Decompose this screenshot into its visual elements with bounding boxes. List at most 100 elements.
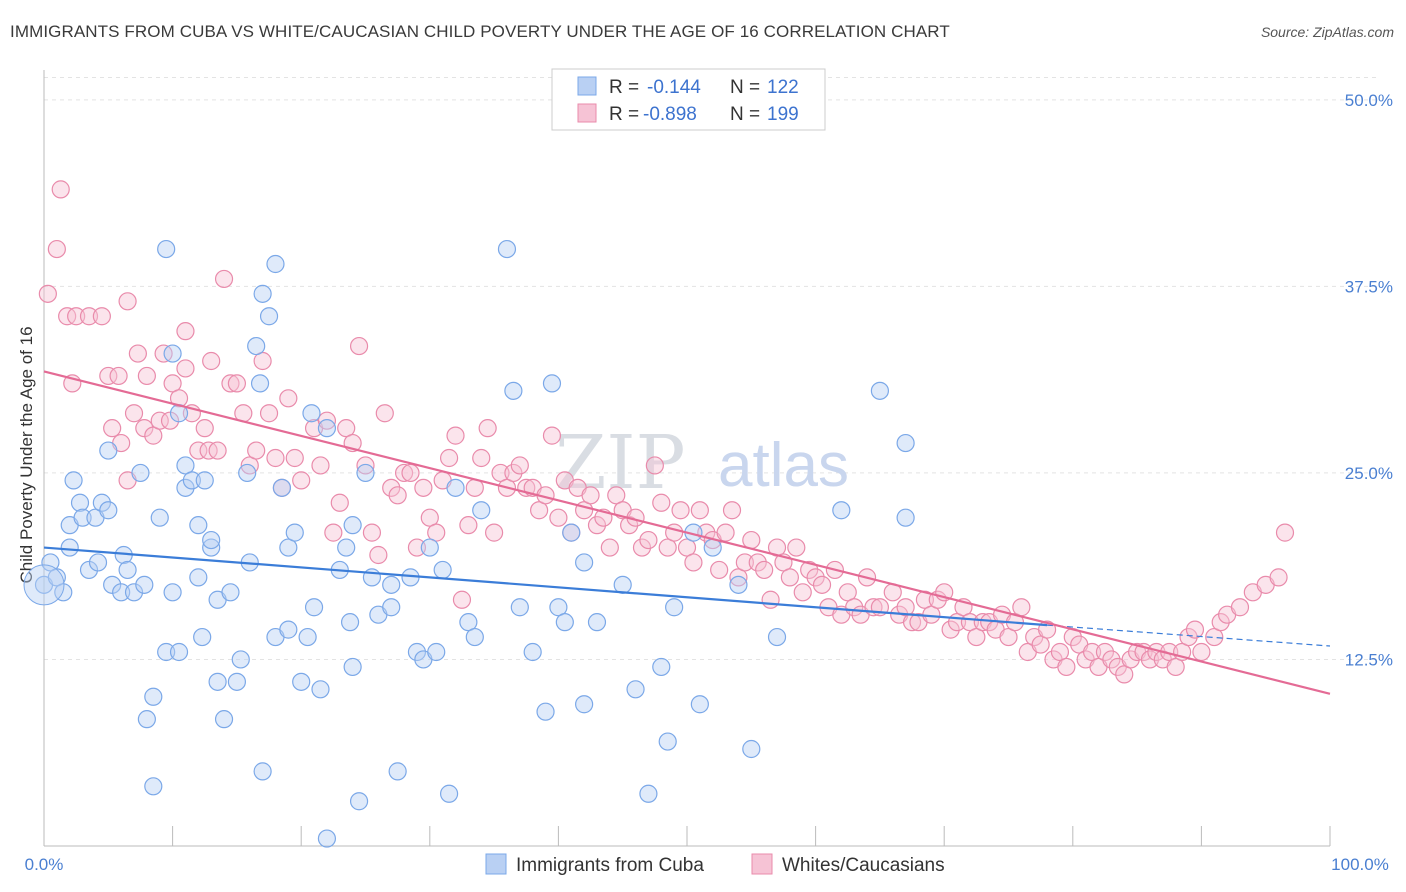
whites-point <box>1192 642 1211 662</box>
whites-point <box>92 307 111 326</box>
whites-point <box>362 523 382 542</box>
whites-point <box>639 530 658 550</box>
cuba-point <box>231 650 250 669</box>
cuba-point <box>144 777 163 796</box>
whites-point <box>401 463 420 483</box>
x-tick-label-min: 0.0% <box>25 855 64 874</box>
whites-point <box>51 180 70 199</box>
y-tick-label: 37.5% <box>1345 277 1393 296</box>
whites-point <box>645 456 664 475</box>
whites-point <box>47 239 66 259</box>
whites-point <box>38 284 57 303</box>
cuba-point <box>195 471 214 490</box>
cuba-point <box>767 627 787 647</box>
whites-point <box>1012 598 1031 617</box>
cuba-point <box>202 538 221 557</box>
whites-point <box>349 336 369 356</box>
cuba-point <box>189 516 208 535</box>
cuba-point <box>665 598 684 617</box>
cuba-point <box>221 583 240 602</box>
y-tick-label: 25.0% <box>1345 464 1393 483</box>
whites-point <box>1102 650 1121 669</box>
whites-point <box>1185 620 1205 639</box>
whites-point <box>1275 523 1295 542</box>
cuba-point <box>157 642 176 662</box>
whites-point <box>812 575 832 594</box>
x-tick-label-max: 100.0% <box>1331 855 1389 874</box>
whites-point <box>652 493 671 512</box>
whites-point <box>1179 627 1198 647</box>
legend-box: R = -0.144 N = 122 R = -0.898 N = 199 <box>551 68 826 131</box>
whites-point <box>369 545 388 565</box>
y-tick-labels: 12.5% 25.0% 37.5% 50.0% <box>1345 91 1393 670</box>
whites-point <box>394 463 414 483</box>
cuba-point <box>472 501 491 520</box>
cuba-point <box>575 553 594 572</box>
whites-point <box>375 404 394 423</box>
whites-point <box>124 404 144 423</box>
whites-point <box>748 553 767 572</box>
whites-point <box>118 292 137 311</box>
whites-point <box>189 441 208 460</box>
whites-point <box>1269 568 1288 587</box>
cuba-point <box>285 523 304 542</box>
cuba-point <box>870 381 890 400</box>
whites-point <box>722 501 742 520</box>
cuba-point <box>144 687 163 706</box>
cuba-trend-line-extension <box>1047 624 1331 647</box>
cuba-point <box>208 672 227 691</box>
whites-point <box>1211 613 1230 632</box>
cuba-point <box>504 381 523 400</box>
bottom-legend-swatch-whites <box>751 853 773 875</box>
cuba-point <box>510 598 529 617</box>
cuba-point <box>446 478 465 497</box>
y-tick-label: 12.5% <box>1345 650 1393 669</box>
whites-point <box>311 456 330 475</box>
cuba-point <box>259 307 279 326</box>
whites-point <box>292 471 311 490</box>
cuba-point <box>202 530 221 550</box>
cuba-point <box>92 493 111 512</box>
legend-r-label-cuba: R = <box>609 77 639 98</box>
source-credit: Source: ZipAtlas.com <box>1260 24 1394 40</box>
cuba-point <box>729 575 748 594</box>
cuba-point <box>60 538 79 557</box>
cuba-point <box>420 538 439 557</box>
x-ticks <box>43 826 1331 846</box>
cuba-point <box>99 501 118 520</box>
whites-point <box>414 478 433 497</box>
whites-point <box>671 501 690 520</box>
bottom-legend-label-cuba: Immigrants from Cuba <box>516 855 704 876</box>
legend-n-value-whites: 199 <box>767 104 799 125</box>
cuba-point <box>54 583 73 602</box>
whites-point <box>941 620 960 639</box>
cuba-point <box>302 404 321 423</box>
cuba-point <box>70 493 90 512</box>
whites-point <box>137 366 156 386</box>
cuba-point-large <box>23 564 65 606</box>
legend-frame <box>551 68 826 131</box>
whites-point <box>549 508 568 527</box>
whites-point <box>247 441 266 460</box>
cuba-point <box>555 613 574 632</box>
cuba-point <box>250 374 270 393</box>
cuba-point <box>247 336 266 356</box>
cuba-point <box>343 516 362 535</box>
legend-r-label-whites: R = <box>609 104 639 125</box>
cuba-point <box>832 501 851 520</box>
whites-point <box>214 269 234 289</box>
cuba-point <box>497 239 517 259</box>
cuba-point <box>292 672 311 691</box>
whites-point <box>128 344 147 363</box>
whites-point <box>446 426 465 445</box>
cuba-point <box>64 471 83 490</box>
bottom-legend-swatch-cuba <box>485 853 507 875</box>
whites-point <box>221 374 240 393</box>
cuba-point <box>742 739 761 759</box>
y-tick-label: 50.0% <box>1345 91 1393 110</box>
cuba-point <box>279 620 298 639</box>
whites-point <box>103 419 122 438</box>
cuba-point <box>407 642 427 662</box>
whites-point <box>266 448 285 468</box>
